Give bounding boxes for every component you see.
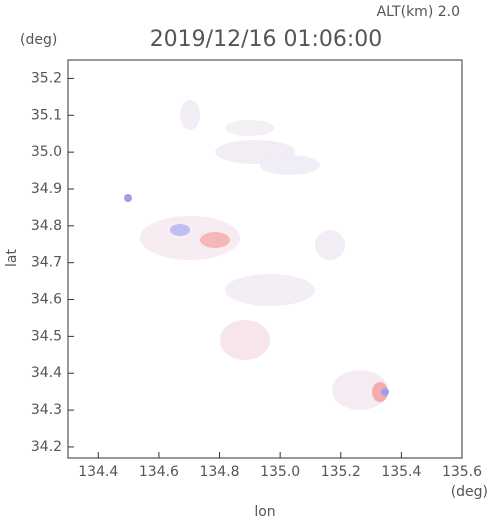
- y-tick-label: 34.4: [31, 365, 62, 381]
- y-tick-label: 34.8: [31, 218, 62, 234]
- y-tick-label: 35.0: [31, 144, 62, 160]
- x-unit: (deg): [451, 484, 488, 500]
- x-tick-label: 135.4: [381, 464, 421, 480]
- x-tick-label: 135.6: [442, 464, 482, 480]
- chart-title: 2019/12/16 01:06:00: [150, 27, 383, 52]
- x-tick-label: 134.8: [199, 464, 239, 480]
- x-axis-label: lon: [254, 504, 275, 520]
- echo-field: [124, 100, 389, 410]
- x-tick-label: 134.6: [139, 464, 179, 480]
- y-tick-label: 34.3: [31, 402, 62, 418]
- y-axis-label: lat: [4, 249, 20, 267]
- x-tick-label: 135.2: [321, 464, 361, 480]
- plot-frame: [67, 59, 463, 459]
- y-tick-label: 35.1: [31, 107, 62, 123]
- y-unit: (deg): [20, 32, 57, 48]
- y-tick-label: 34.9: [31, 181, 62, 197]
- x-tick-label: 135.0: [260, 464, 300, 480]
- y-tick-label: 34.5: [31, 328, 62, 344]
- x-tick-label: 134.4: [78, 464, 118, 480]
- y-tick-label: 34.7: [31, 255, 62, 271]
- altitude-label: ALT(km) 2.0: [377, 4, 460, 20]
- y-tick-label: 35.2: [31, 70, 62, 86]
- y-tick-label: 34.2: [31, 439, 62, 455]
- y-tick-label: 34.6: [31, 292, 62, 308]
